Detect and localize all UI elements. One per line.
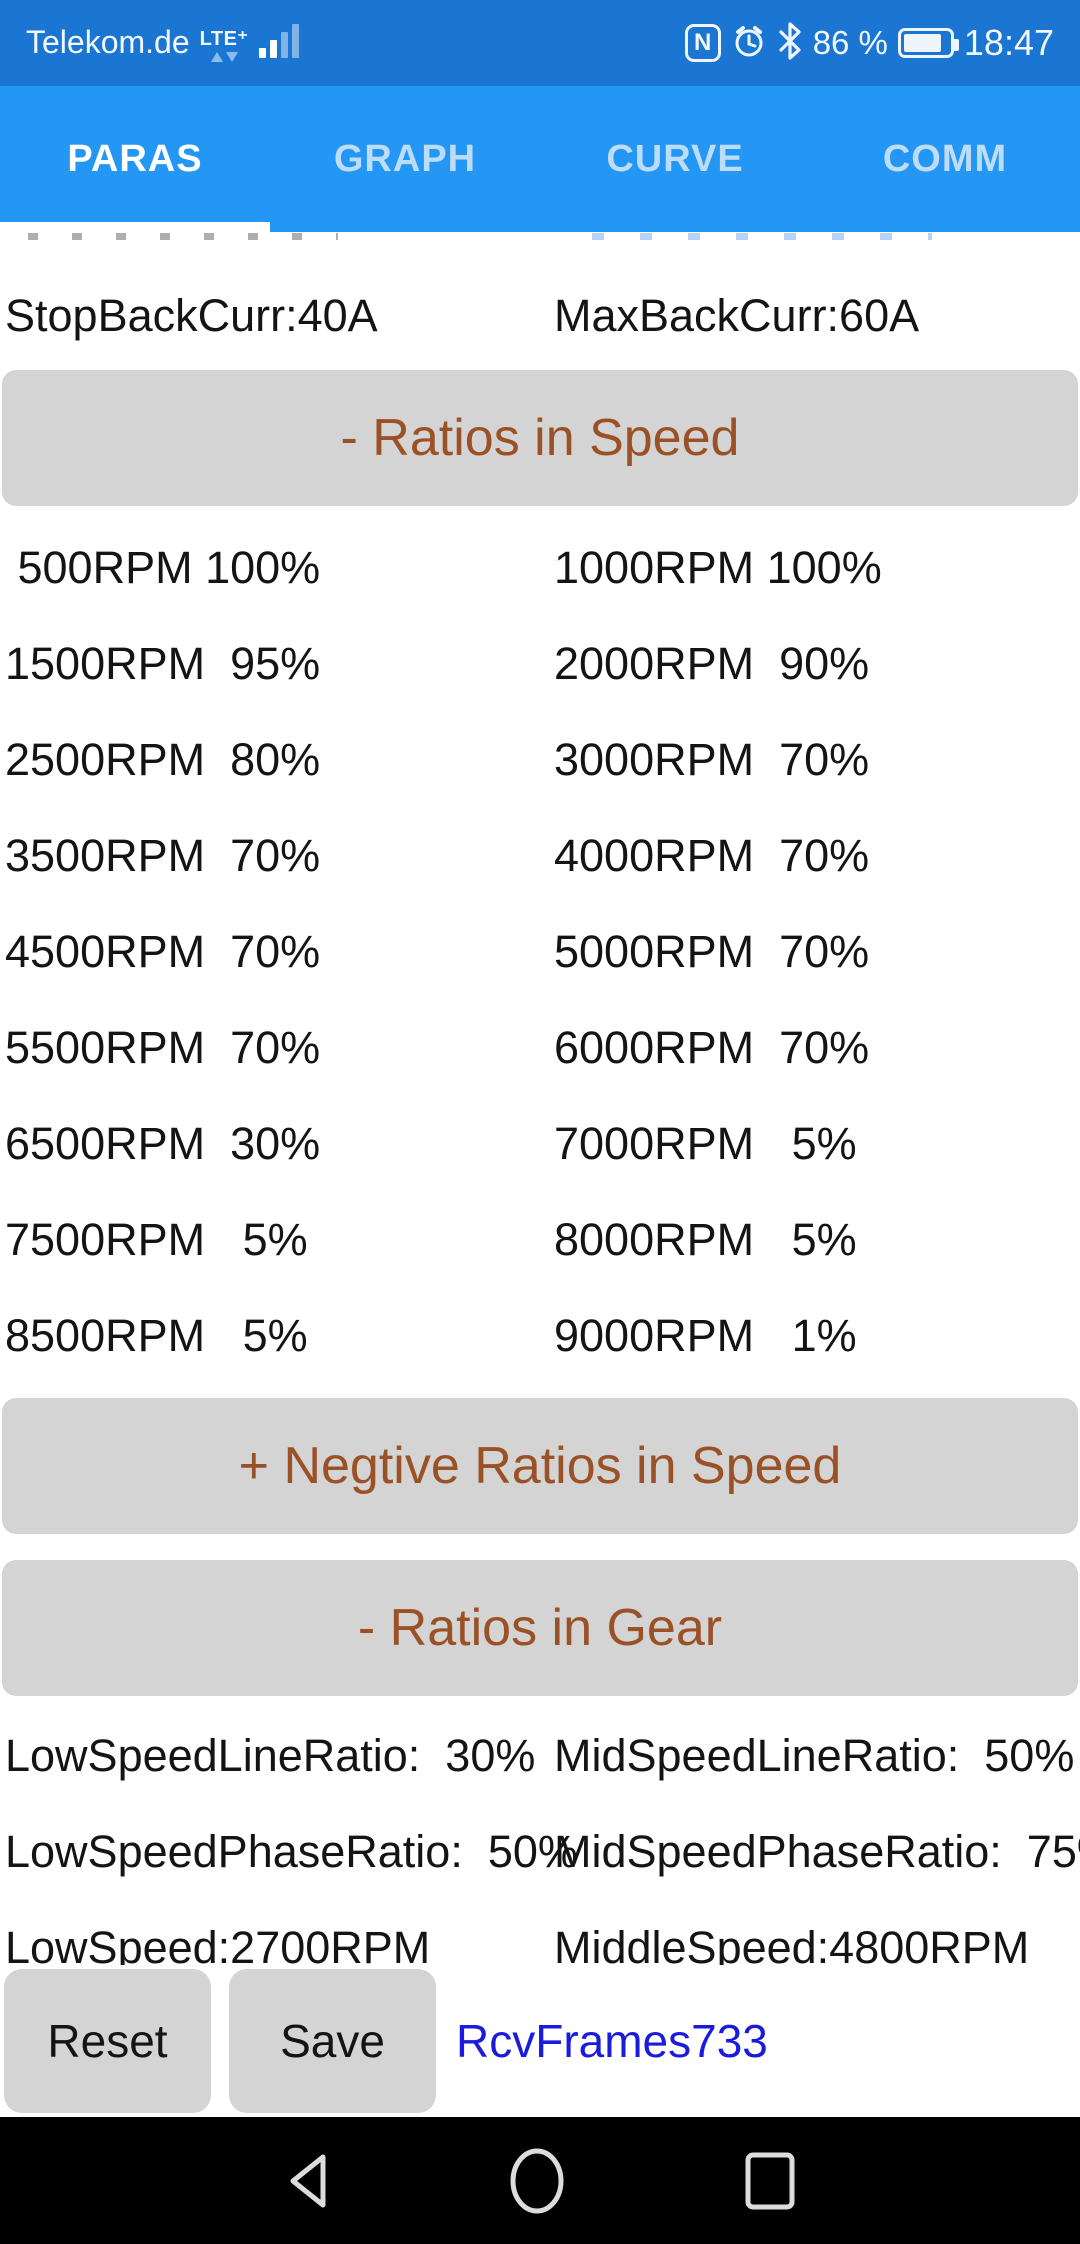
status-bar: Telekom.de LTE⁺ N 86 % 18:47 (0, 0, 1080, 86)
carrier-label: Telekom.de (26, 24, 190, 60)
param-stopbackcurr: StopBackCurr:40A (5, 290, 378, 341)
section-header-negative-ratios-in-speed[interactable]: + Negtive Ratios in Speed (2, 1398, 1078, 1534)
android-nav-bar (0, 2117, 1080, 2244)
bottom-action-bar: Reset Save RcvFrames733 (0, 1965, 1080, 2117)
gear-ratio-rows: LowSpeedLineRatio: 30% MidSpeedLineRatio… (0, 1708, 1080, 1965)
rcv-frames-counter: RcvFrames733 (456, 2015, 768, 2067)
speed-ratio-row: 5500RPM 70% 6000RPM 70% (5, 1022, 870, 1073)
data-activity-icon (210, 52, 238, 62)
bluetooth-icon (777, 21, 803, 66)
reset-button[interactable]: Reset (4, 1969, 211, 2113)
section-header-ratios-in-speed[interactable]: - Ratios in Speed (2, 370, 1078, 506)
tab-curve[interactable]: CURVE (606, 137, 744, 180)
param-maxbackcurr: MaxBackCurr:60A (554, 290, 920, 341)
alarm-icon (731, 23, 767, 64)
gear-ratio-row: LowSpeedLineRatio: 30% MidSpeedLineRatio… (5, 1730, 1075, 1781)
speed-ratio-row: 8500RPM 5% 9000RPM 1% (5, 1310, 857, 1361)
tab-graph[interactable]: GRAPH (333, 137, 477, 180)
nav-recents-icon[interactable] (743, 2150, 797, 2212)
nav-home-icon[interactable] (507, 2148, 567, 2214)
speed-ratio-row: 500RPM 100% 1000RPM 100% (5, 542, 882, 593)
clock-label: 18:47 (963, 22, 1054, 63)
speed-ratio-row: 1500RPM 95% 2000RPM 90% (5, 638, 870, 689)
battery-percent-label: 86 % (812, 24, 888, 61)
save-button[interactable]: Save (229, 1969, 436, 2113)
nav-back-icon[interactable] (283, 2151, 331, 2211)
tab-comm[interactable]: COMM (882, 137, 1008, 180)
network-type-badge: LTE⁺ (200, 29, 249, 62)
speed-ratio-row: 6500RPM 30% 7000RPM 5% (5, 1118, 857, 1169)
tab-paras[interactable]: PARAS (67, 137, 203, 180)
speed-ratio-row: 4500RPM 70% 5000RPM 70% (5, 926, 870, 977)
parameter-list[interactable]: StopBackCurr:40A MaxBackCurr:60A - Ratio… (0, 232, 1080, 1965)
active-tab-indicator (0, 222, 270, 232)
speed-ratio-row: 3500RPM 70% 4000RPM 70% (5, 830, 870, 881)
nfc-icon: N (684, 24, 721, 62)
clipped-row-fragments (0, 232, 1080, 244)
signal-strength-icon (258, 24, 299, 62)
tab-bar: PARAS GRAPH CURVE COMM (0, 86, 1080, 232)
gear-ratio-row: LowSpeedPhaseRatio: 50% MidSpeedPhaseRat… (5, 1826, 1080, 1877)
speed-ratio-row: 2500RPM 80% 3000RPM 70% (5, 734, 870, 785)
battery-icon (897, 28, 959, 58)
gear-ratio-row-clipped: LowSpeed:2700RPM MiddleSpeed:4800RPM (5, 1922, 1030, 1965)
speed-ratio-row: 7500RPM 5% 8000RPM 5% (5, 1214, 857, 1265)
speed-ratio-rows: 500RPM 100% 1000RPM 100% 1500RPM 95% 200… (0, 520, 1080, 1384)
param-row-backcurr: StopBackCurr:40A MaxBackCurr:60A (0, 290, 1080, 342)
section-header-ratios-in-gear[interactable]: - Ratios in Gear (2, 1560, 1078, 1696)
